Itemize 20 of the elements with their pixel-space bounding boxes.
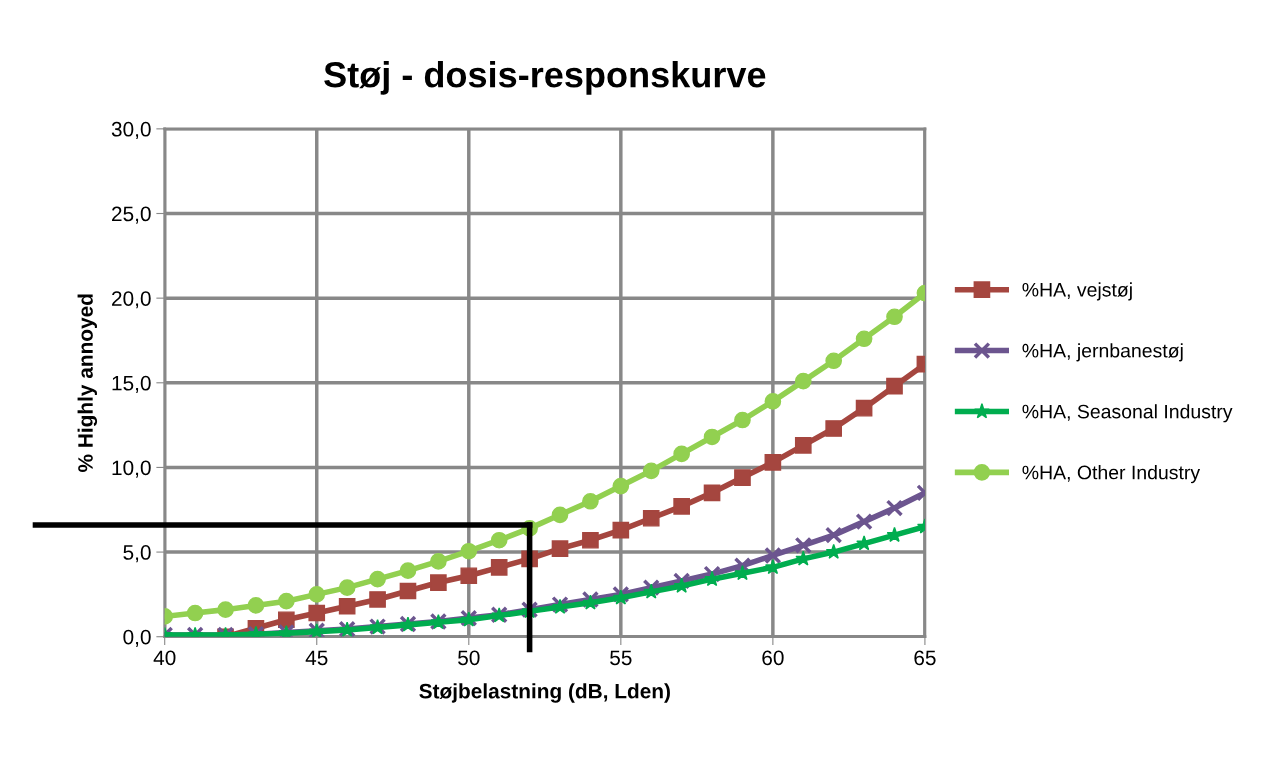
legend-label: %HA, Seasonal Industry [1022,404,1233,423]
x-tick-label: 50 [458,650,480,666]
x-tick-label: 65 [914,650,936,666]
y-tick-label: 10,0 [112,460,151,478]
y-tick-label: 30,0 [111,121,151,140]
x-tick-label: 60 [762,650,784,666]
legend-label: %HA, Other Industry [1022,465,1201,484]
y-tick-label: 25,0 [112,206,151,224]
chart-title: Støj - dosis-responskurve [324,61,766,95]
y-tick-label: 5,0 [123,545,151,563]
y-tick-label: 20,0 [112,291,151,309]
y-tick-label: 0,0 [123,629,151,647]
y-axis-title: % Highly annoyed [77,294,98,472]
x-tick-label: 40 [153,650,176,666]
y-tick-label: 15,0 [112,375,151,393]
legend-label: %HA, jernbanestøj [1022,343,1183,362]
legend-label: %HA, vejstøj [1022,282,1132,301]
x-tick-label: 45 [305,650,328,666]
x-tick-label: 55 [610,650,632,666]
x-axis-title: Støjbelastning (dB, Lden) [419,683,670,703]
